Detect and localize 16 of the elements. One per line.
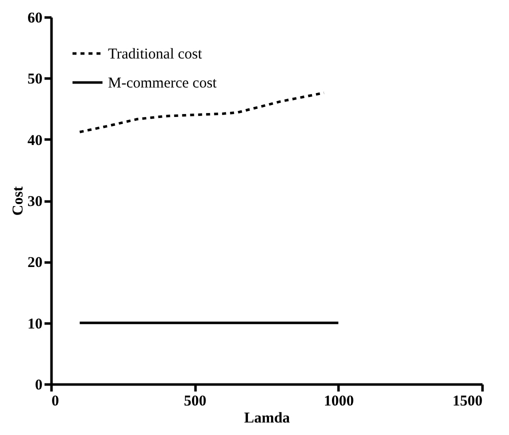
legend-label: M-commerce cost — [108, 76, 218, 92]
y-tick-label: 50 — [28, 72, 42, 88]
x-tick-label: 500 — [184, 394, 206, 410]
x-tick-label: 0 — [52, 394, 59, 410]
line-series — [78, 92, 326, 134]
y-tick-label: 10 — [28, 316, 42, 332]
x-tick-label: 1000 — [324, 394, 354, 410]
legend-label: Traditional cost — [108, 46, 203, 62]
x-tick-label: 1500 — [452, 394, 482, 410]
y-tick-label: 40 — [28, 132, 42, 149]
y-tick-label: 0 — [35, 378, 42, 394]
y-tick-label: 20 — [28, 255, 42, 272]
y-tick-label: 30 — [28, 194, 42, 210]
y-tick-label: 60 — [28, 10, 42, 26]
y-axis-title: Cost — [10, 186, 26, 216]
x-axis-title: Lamda — [244, 410, 290, 426]
